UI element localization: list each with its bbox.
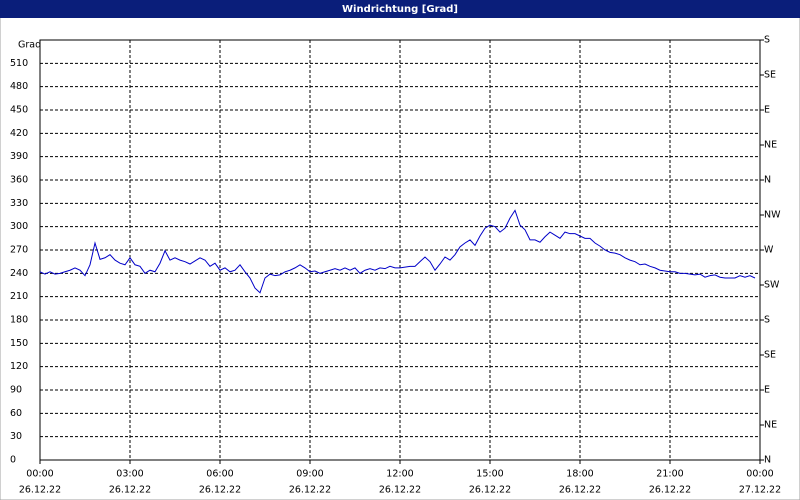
x-tick-date: 26.12.22: [379, 485, 421, 496]
chart-title: Windrichtung [Grad]: [342, 4, 458, 15]
y-tick-label: 480: [10, 81, 28, 92]
x-tick-label: 18:00: [566, 469, 593, 480]
y-tick-label: 60: [10, 408, 22, 419]
data-line: [39, 209, 756, 294]
y-tick-label: 180: [10, 315, 28, 326]
title-bar: [0, 0, 800, 18]
y-tick-label: 450: [10, 105, 28, 116]
y2-tick-label: SE: [764, 70, 776, 81]
y-axis-label: Grad: [18, 40, 41, 51]
x-tick-date: 26.12.22: [469, 485, 511, 496]
x-tick-date: 26.12.22: [289, 485, 331, 496]
x-tick-label: 03:00: [116, 469, 143, 480]
y-tick-label: 270: [10, 245, 28, 256]
x-tick-date: 26.12.22: [649, 485, 691, 496]
y-tick-label: 90: [10, 385, 22, 396]
x-tick-date: 26.12.22: [109, 485, 151, 496]
plot-frame: [39, 39, 761, 461]
y-tick-label: 510: [10, 58, 28, 69]
y-tick-label: 0: [10, 455, 16, 466]
x-tick-label: 09:00: [296, 469, 323, 480]
y2-tick-label: N: [764, 455, 771, 466]
x-tick-date: 26.12.22: [559, 485, 601, 496]
x-tick-label: 00:00: [746, 469, 773, 480]
y-tick-label: 30: [10, 431, 22, 442]
y2-tick-label: E: [764, 385, 770, 396]
y-tick-label: 420: [10, 128, 28, 139]
y2-tick-label: SW: [764, 280, 780, 291]
y-tick-label: 240: [10, 268, 28, 279]
y-tick-label: 390: [10, 151, 28, 162]
x-tick-label: 12:00: [386, 469, 413, 480]
y-tick-label: 330: [10, 198, 28, 209]
y2-tick-label: NE: [764, 140, 777, 151]
y-tick-label: 300: [10, 221, 28, 232]
y-tick-label: 360: [10, 175, 28, 186]
y-tick-label: 150: [10, 338, 28, 349]
y2-tick-label: E: [764, 105, 770, 116]
y-tick-label: 210: [10, 291, 28, 302]
x-tick-date: 26.12.22: [199, 485, 241, 496]
y2-tick-label: SE: [764, 350, 776, 361]
x-tick-date: 27.12.22: [739, 485, 781, 496]
x-tick-date: 26.12.22: [19, 485, 61, 496]
x-tick-label: 00:00: [26, 469, 53, 480]
y2-tick-label: S: [764, 35, 770, 46]
y2-tick-label: W: [764, 245, 774, 256]
x-tick-label: 15:00: [476, 469, 503, 480]
x-tick-label: 06:00: [206, 469, 233, 480]
y2-tick-label: NW: [764, 210, 781, 221]
x-tick-label: 21:00: [656, 469, 683, 480]
y2-tick-label: S: [764, 315, 770, 326]
y-tick-label: 120: [10, 361, 28, 372]
y2-tick-label: NE: [764, 420, 777, 431]
y2-tick-label: N: [764, 175, 771, 186]
